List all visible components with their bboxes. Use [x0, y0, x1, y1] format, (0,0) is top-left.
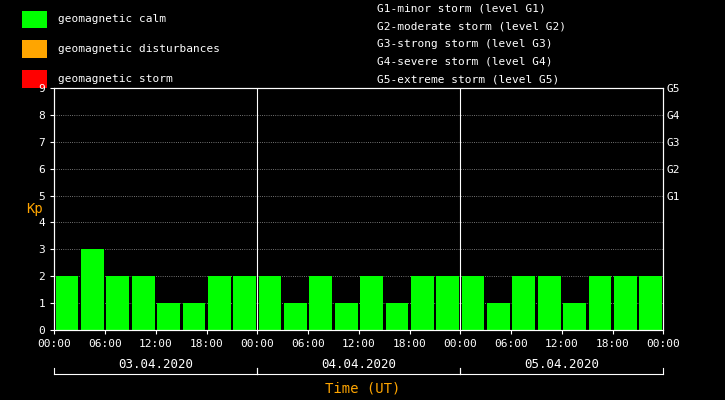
- Bar: [157, 303, 180, 330]
- Y-axis label: Kp: Kp: [26, 202, 43, 216]
- Bar: [436, 276, 459, 330]
- Text: 05.04.2020: 05.04.2020: [524, 358, 600, 371]
- Bar: [411, 276, 434, 330]
- Bar: [259, 276, 281, 330]
- Text: geomagnetic calm: geomagnetic calm: [58, 14, 166, 24]
- Bar: [513, 276, 535, 330]
- Bar: [208, 276, 231, 330]
- Bar: [81, 249, 104, 330]
- Text: G2-moderate storm (level G2): G2-moderate storm (level G2): [377, 21, 566, 31]
- Bar: [639, 276, 662, 330]
- Bar: [462, 276, 484, 330]
- Bar: [107, 276, 129, 330]
- Text: Time (UT): Time (UT): [325, 382, 400, 396]
- Bar: [589, 276, 611, 330]
- Bar: [335, 303, 357, 330]
- Text: G5-extreme storm (level G5): G5-extreme storm (level G5): [377, 74, 559, 84]
- Text: 03.04.2020: 03.04.2020: [118, 358, 194, 371]
- Bar: [284, 303, 307, 330]
- Bar: [386, 303, 408, 330]
- FancyBboxPatch shape: [22, 40, 47, 58]
- Text: 04.04.2020: 04.04.2020: [321, 358, 397, 371]
- Text: geomagnetic storm: geomagnetic storm: [58, 74, 173, 84]
- Bar: [563, 303, 586, 330]
- Text: G3-strong storm (level G3): G3-strong storm (level G3): [377, 39, 552, 49]
- Bar: [360, 276, 383, 330]
- Bar: [310, 276, 332, 330]
- Bar: [538, 276, 560, 330]
- Text: G4-severe storm (level G4): G4-severe storm (level G4): [377, 57, 552, 67]
- Bar: [233, 276, 256, 330]
- Bar: [132, 276, 154, 330]
- Bar: [183, 303, 205, 330]
- Bar: [56, 276, 78, 330]
- Text: geomagnetic disturbances: geomagnetic disturbances: [58, 44, 220, 54]
- FancyBboxPatch shape: [22, 70, 47, 88]
- Bar: [487, 303, 510, 330]
- FancyBboxPatch shape: [22, 10, 47, 28]
- Bar: [614, 276, 637, 330]
- Text: G1-minor storm (level G1): G1-minor storm (level G1): [377, 4, 546, 14]
